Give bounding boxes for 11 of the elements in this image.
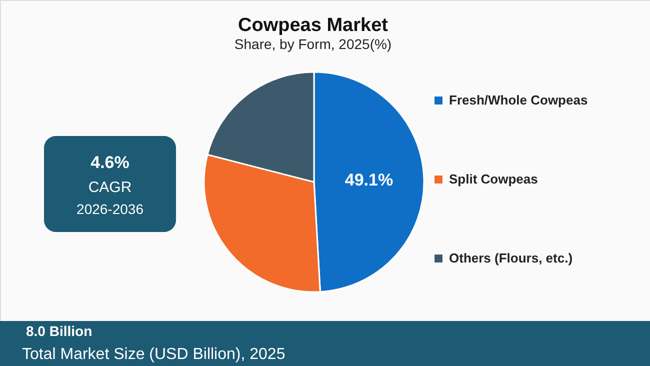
chart-title: Cowpeas Market — [238, 15, 389, 36]
legend-label: Split Cowpeas — [449, 172, 538, 186]
text: 8.0 Billion — [26, 323, 92, 339]
text: Total Market Size (USD Billion), 2025 — [22, 346, 286, 363]
text: 2026-2036 — [76, 201, 144, 217]
text: 4.6% — [90, 153, 130, 172]
chart-subtitle: Share, by Form, 2025(%) — [234, 36, 392, 52]
legend-label: Others (Flours, etc.) — [449, 250, 573, 266]
text: CAGR — [88, 179, 132, 196]
legend-label: Fresh/Whole Cowpeas — [449, 92, 588, 108]
data-label: 49.1% — [344, 170, 394, 190]
